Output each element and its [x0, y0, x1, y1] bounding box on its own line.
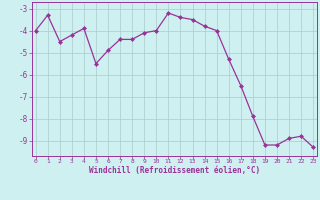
X-axis label: Windchill (Refroidissement éolien,°C): Windchill (Refroidissement éolien,°C) — [89, 166, 260, 175]
